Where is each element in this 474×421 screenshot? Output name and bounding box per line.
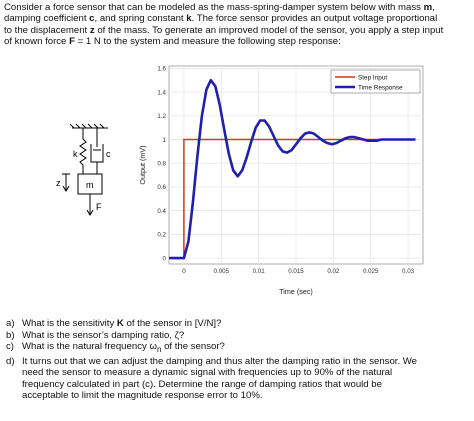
x-tick-label: 0	[182, 268, 186, 275]
intro-line: of known force F = 1 N to the system and…	[4, 36, 341, 48]
question-b: b) What is the sensor’s damping ratio, ζ…	[6, 329, 185, 341]
chart-legend: Step Input Time Response	[330, 69, 421, 94]
mass-spring-damper-diagram	[62, 123, 108, 216]
x-tick-label: 0.015	[288, 268, 304, 275]
y-tick-label: 1.4	[157, 89, 166, 96]
x-tick-label: 0.005	[214, 268, 230, 275]
question-letter: d)	[6, 355, 15, 367]
figure: k c m z F 0 0.2 0.4 0.6 0.8 1 1.2 1.4 1.6 0 0.005…	[56, 65, 424, 296]
ground-hatching	[69, 123, 105, 129]
legend-label-step-input: Step Input	[358, 75, 387, 82]
y-tick-label: 0	[163, 255, 167, 262]
x-tick-label: 0.03	[402, 268, 415, 275]
y-tick-label: 1.6	[157, 66, 166, 73]
x-axis-label: Time (sec)	[279, 287, 313, 296]
y-tick-label: 0.2	[157, 232, 166, 239]
questions-list: a) What is the sensitivity K of the sens…	[6, 318, 468, 402]
y-tick-label: 0.6	[157, 184, 166, 191]
mass-label: m	[86, 180, 94, 190]
question-letter: c)	[6, 341, 14, 353]
legend-label-time-response: Time Response	[358, 85, 403, 92]
displacement-arrowhead	[62, 185, 70, 192]
problem-statement: Consider a force sensor that can be mode…	[4, 2, 470, 48]
y-tick-label: 0.8	[157, 161, 166, 168]
x-tick-label: 0.01	[253, 268, 266, 275]
y-tick-label: 1	[163, 137, 167, 144]
y-axis-ticks: 0 0.2 0.4 0.6 0.8 1 1.2 1.4 1.6	[157, 66, 166, 263]
y-tick-label: 0.4	[157, 208, 166, 215]
spring-icon	[79, 128, 87, 174]
force-label: F	[96, 202, 102, 212]
force-arrowhead	[86, 209, 94, 216]
question-d: d) It turns out that we can adjust the d…	[6, 355, 418, 402]
intro-line: damping coefficient c, and spring consta…	[4, 13, 438, 25]
x-tick-label: 0.02	[327, 268, 340, 275]
step-response-chart: 00.20.40.60.811.21.41.6 0 0.005 0.01 0.015 0…	[138, 65, 424, 296]
question-letter: b)	[6, 329, 15, 341]
diagram-labels: k c m z F	[56, 149, 111, 212]
intro-line: to the displacement z of the mass. To ge…	[4, 24, 444, 36]
y-tick-label: 1.2	[157, 113, 166, 120]
damper-label: c	[106, 149, 111, 159]
intro-line: Consider a force sensor that can be mode…	[4, 2, 435, 13]
x-tick-label: 0.025	[363, 268, 379, 275]
question-letter: a)	[6, 318, 15, 329]
question-a: a) What is the sensitivity K of the sens…	[6, 318, 222, 329]
question-c: c) What is the natural frequency ωn of t…	[6, 341, 225, 355]
displacement-label: z	[56, 178, 61, 188]
x-axis-ticks: 0 0.005 0.01 0.015 0.02 0.025 0.03	[182, 268, 414, 275]
damper-icon	[90, 128, 104, 174]
spring-label: k	[73, 149, 78, 159]
y-axis-label: Output (mV)	[138, 145, 147, 184]
chart-series	[169, 78, 416, 260]
series-line-time-response	[169, 78, 416, 260]
